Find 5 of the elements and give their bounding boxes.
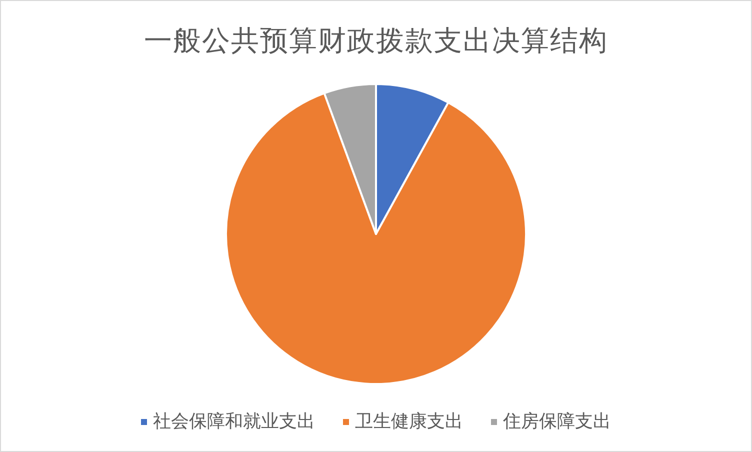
legend: 社会保障和就业支出 卫生健康支出 住房保障支出 xyxy=(141,410,611,432)
legend-label: 卫生健康支出 xyxy=(355,410,463,432)
title: 一般公共预算财政拨款支出决算结构 xyxy=(144,24,608,57)
legend-label: 社会保障和就业支出 xyxy=(153,410,315,432)
legend-label: 住房保障支出 xyxy=(502,410,611,432)
